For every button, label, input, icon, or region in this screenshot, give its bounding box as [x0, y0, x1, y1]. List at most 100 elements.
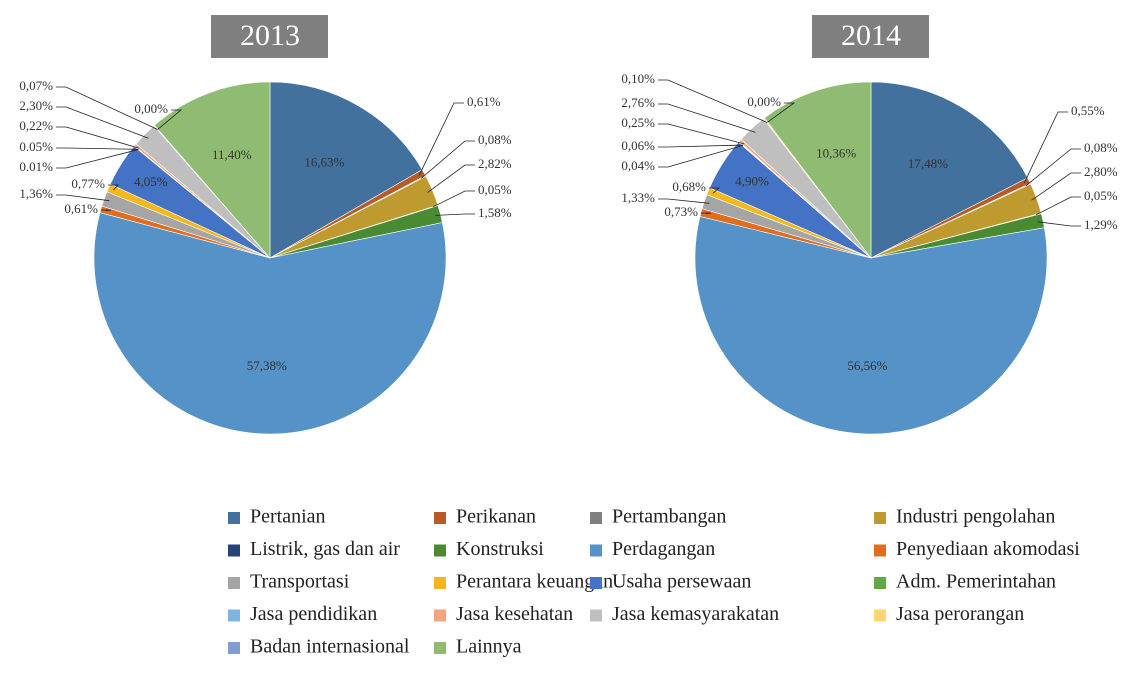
slice-label: 1,33% — [621, 190, 655, 205]
slice-label: 0,77% — [71, 176, 105, 191]
title-box — [211, 15, 328, 58]
leader-line — [658, 79, 768, 123]
legend-label: Perantara keuangan — [456, 571, 613, 593]
legend-swatch — [434, 609, 446, 622]
legend-label: Jasa pendidikan — [250, 603, 377, 625]
slice-label: 0.05% — [19, 139, 53, 154]
slice-label: 11,40% — [212, 147, 252, 162]
slice-label: 17,48% — [908, 156, 948, 171]
legend-swatch — [590, 544, 602, 557]
legend-label: Jasa kemasyarakatan — [612, 603, 779, 625]
slice-label: 0,06% — [621, 138, 655, 153]
slice-label: 0,10% — [621, 71, 655, 86]
slice-label: 0,07% — [19, 78, 53, 93]
pie-slice — [93, 212, 447, 435]
legend-swatch — [434, 642, 446, 654]
leader-line — [1025, 148, 1081, 187]
slice-label: 4,05% — [134, 174, 168, 189]
slice-label: 0,05% — [478, 182, 512, 197]
slice-label: 0,00% — [747, 94, 781, 109]
slice-label: 57,38% — [247, 358, 287, 373]
slice-label: 10,36% — [816, 146, 856, 161]
pie-slice — [763, 81, 872, 259]
slice-label: 2,80% — [1084, 164, 1118, 179]
legend-swatch — [590, 512, 602, 524]
pie-slice — [269, 81, 423, 259]
slice-label: 1,58% — [478, 205, 512, 220]
legend-swatch — [228, 512, 240, 524]
leader-line — [157, 109, 183, 130]
slice-label: 0,61% — [64, 201, 98, 216]
slice-label: 0,73% — [664, 204, 698, 219]
slice-label: 0,04% — [621, 158, 655, 173]
legend-swatch — [228, 609, 240, 622]
legend-label: Badan internasional — [250, 636, 410, 658]
slice-label: 0,00% — [134, 101, 168, 116]
legend-swatch — [434, 512, 446, 524]
legend-label: Lainnya — [456, 636, 522, 658]
legend-swatch — [874, 577, 886, 589]
leader-line — [709, 187, 721, 194]
legend-label: Perikanan — [456, 506, 536, 528]
slice-label: 0,61% — [467, 94, 501, 109]
slice-label: 2,82% — [478, 156, 512, 171]
slice-label: 0,08% — [1084, 140, 1118, 155]
legend-label: Transportasi — [250, 571, 350, 593]
pie-slice — [154, 81, 271, 259]
leader-line — [427, 164, 475, 193]
slice-label: 2,30% — [19, 98, 53, 113]
leader-line — [658, 103, 756, 133]
legend-label: Adm. Pemerintahan — [896, 571, 1056, 593]
slice-label: 0,08% — [478, 132, 512, 147]
slice-label: 0,22% — [19, 118, 53, 133]
leader-line — [56, 194, 110, 202]
legend-label: Pertanian — [250, 506, 326, 528]
leader-line — [701, 212, 712, 215]
legend-label: Konstruksi — [456, 538, 544, 560]
leader-line — [1031, 172, 1081, 201]
leader-line — [56, 147, 139, 150]
leader-line — [101, 209, 112, 212]
leader-line — [435, 213, 475, 216]
pie-title: 2014 — [841, 19, 901, 52]
legend-swatch — [434, 544, 446, 557]
slice-label: 0,05% — [1084, 188, 1118, 203]
legend-swatch — [874, 512, 886, 524]
legend-label: Perdagangan — [612, 538, 715, 560]
pie-slice — [694, 216, 1048, 435]
leader-line — [658, 145, 743, 168]
slice-label: 0,55% — [1071, 103, 1105, 118]
title-box — [812, 15, 929, 58]
slice-label: 0.01% — [19, 159, 53, 174]
slice-label: 4,90% — [735, 174, 769, 189]
leader-line — [658, 198, 710, 204]
slice-label: 16,63% — [304, 154, 344, 169]
leader-line — [658, 123, 745, 145]
legend-swatch — [874, 609, 886, 622]
leader-line — [432, 190, 475, 208]
leader-line — [658, 144, 743, 148]
legend-swatch — [590, 609, 602, 622]
legend-swatch — [590, 577, 602, 589]
legend-label: Industri pengolahan — [896, 506, 1055, 528]
leader-line — [1037, 221, 1081, 227]
pie-slice — [870, 81, 1029, 259]
legend-label: Jasa perorangan — [896, 603, 1024, 625]
slice-label: 0,25% — [621, 115, 655, 130]
leader-line — [1035, 196, 1081, 216]
leader-line — [420, 140, 475, 179]
leader-line — [56, 86, 158, 130]
leader-line — [418, 102, 464, 176]
legend-swatch — [434, 577, 446, 589]
legend-swatch — [228, 577, 240, 589]
slice-label: 0,68% — [672, 179, 706, 194]
slice-label: 2,76% — [621, 95, 655, 110]
legend-swatch — [228, 642, 240, 654]
leader-line — [56, 149, 139, 169]
leader-line — [56, 126, 140, 149]
legend-swatch — [228, 544, 240, 557]
leader-line — [108, 184, 119, 191]
slice-label: 1,29% — [1084, 217, 1118, 232]
slice-label: 56,56% — [847, 358, 887, 373]
slice-label: 1,36% — [19, 186, 53, 201]
